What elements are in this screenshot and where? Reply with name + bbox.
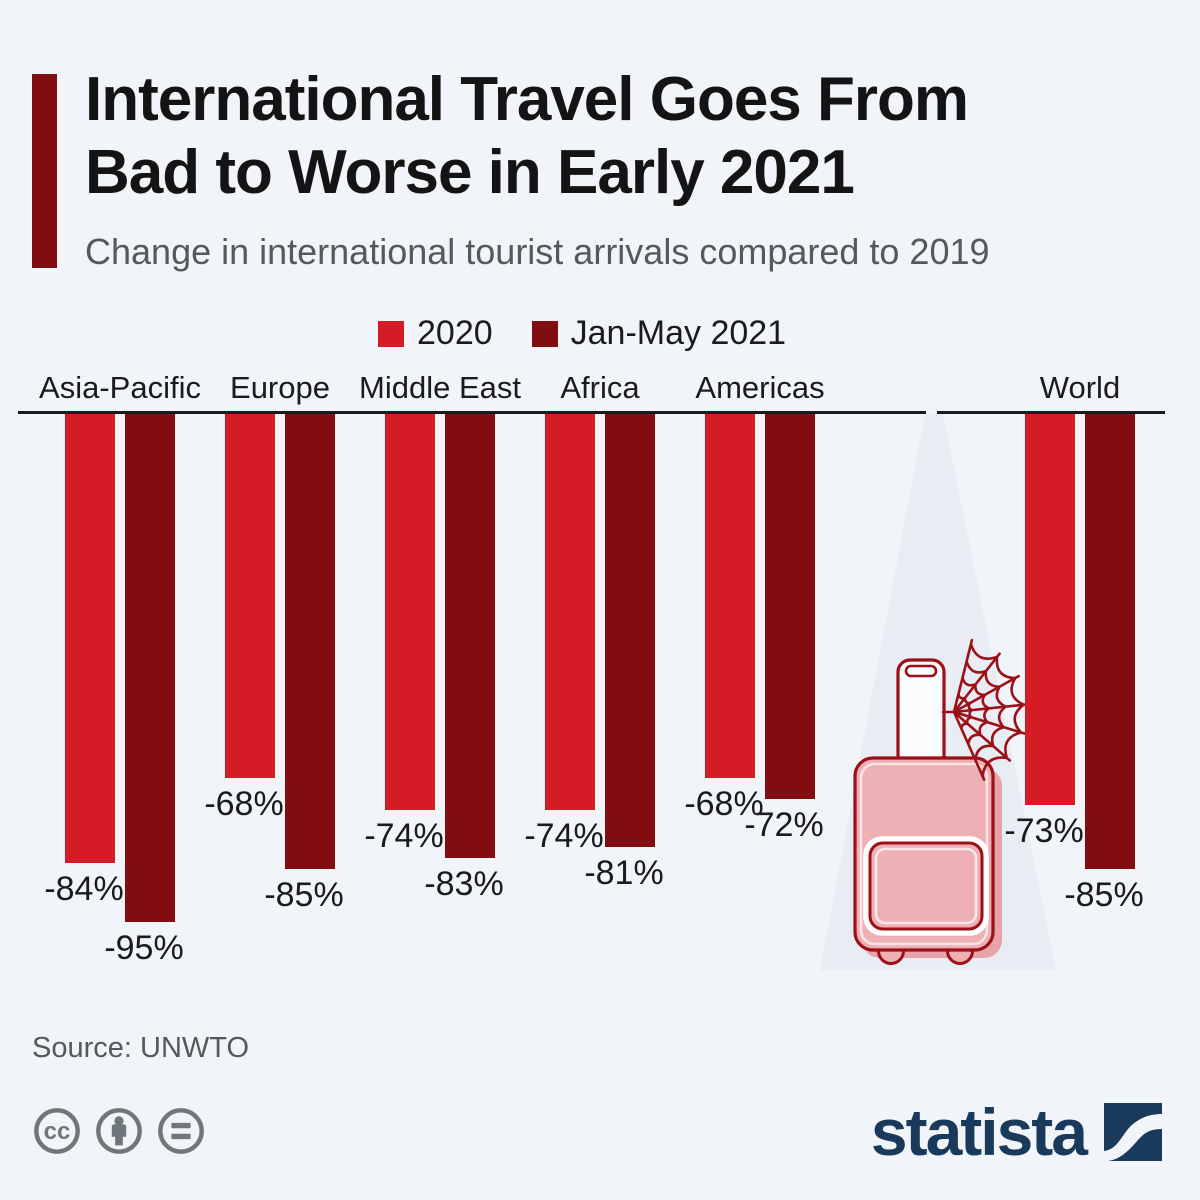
bar-jan-may-2021-world xyxy=(1085,414,1135,869)
page-subtitle: Change in international tourist arrivals… xyxy=(85,231,990,272)
value-label-2020-africa: -74% xyxy=(524,817,604,855)
bar-2020-world xyxy=(1025,414,1075,805)
spider-web-icon xyxy=(941,638,1029,781)
bar-jan-may-2021-americas xyxy=(765,414,815,799)
value-label-2020-americas: -68% xyxy=(684,785,764,823)
category-label-europe: Europe xyxy=(230,370,330,405)
bar-2020-middle-east xyxy=(385,414,435,810)
legend-label-jan-may-2021: Jan-May 2021 xyxy=(570,314,787,352)
attribution-person-icon xyxy=(96,1108,142,1154)
bar-jan-may-2021-europe xyxy=(285,414,335,869)
category-label-world: World xyxy=(1039,370,1121,405)
value-label-jan-may-2021-americas: -72% xyxy=(744,806,824,844)
title-accent-bar xyxy=(32,74,57,268)
value-label-2020-europe: -68% xyxy=(204,785,284,823)
value-label-jan-may-2021-africa: -81% xyxy=(584,854,664,892)
legend-label-2020: 2020 xyxy=(417,314,493,352)
axis-baseline-right-segment xyxy=(937,411,1165,414)
value-label-2020-asia-pacific: -84% xyxy=(44,870,124,908)
source-note: Source: UNWTO xyxy=(32,1032,250,1064)
suitcase-pocket xyxy=(863,836,989,936)
bar-2020-americas xyxy=(705,414,755,778)
axis-baseline-left-segment xyxy=(18,411,926,414)
value-label-jan-may-2021-europe: -85% xyxy=(264,876,344,914)
bar-jan-may-2021-africa xyxy=(605,414,655,847)
legend-swatch-jan-may-2021 xyxy=(531,320,558,347)
value-label-jan-may-2021-middle-east: -83% xyxy=(424,865,504,903)
category-label-africa: Africa xyxy=(560,370,640,405)
category-label-asia-pacific: Asia-Pacific xyxy=(39,370,201,405)
bar-2020-africa xyxy=(545,414,595,810)
chart-legend: 2020 Jan-May 2021 xyxy=(378,314,812,353)
bar-jan-may-2021-asia-pacific xyxy=(125,414,175,922)
statista-logo: statista xyxy=(871,1094,1162,1170)
value-label-2020-middle-east: -74% xyxy=(364,817,444,855)
statista-wordmark: statista xyxy=(870,1095,1088,1169)
value-label-2020-world: -73% xyxy=(1004,812,1084,850)
title-line-2: Bad to Worse in Early 2021 xyxy=(85,138,855,207)
title-line-1: International Travel Goes From xyxy=(85,65,969,134)
bar-2020-europe xyxy=(225,414,275,778)
bar-jan-may-2021-middle-east xyxy=(445,414,495,858)
category-label-americas: Americas xyxy=(695,370,825,405)
license-icons: cc xyxy=(32,1106,206,1156)
suitcase-illustration xyxy=(820,414,1056,970)
legend-swatch-2020 xyxy=(378,320,404,347)
value-label-jan-may-2021-world: -85% xyxy=(1064,876,1144,914)
creative-commons-icon: cc xyxy=(34,1108,80,1154)
bar-2020-asia-pacific xyxy=(65,414,115,863)
page-title: International Travel Goes From Bad to Wo… xyxy=(85,63,969,209)
svg-text:cc: cc xyxy=(44,1118,71,1145)
statista-wave-icon xyxy=(1104,1103,1162,1161)
value-label-jan-may-2021-asia-pacific: -95% xyxy=(104,929,184,967)
equals-no-derivatives-icon xyxy=(158,1108,204,1154)
category-label-middle-east: Middle East xyxy=(359,370,521,405)
